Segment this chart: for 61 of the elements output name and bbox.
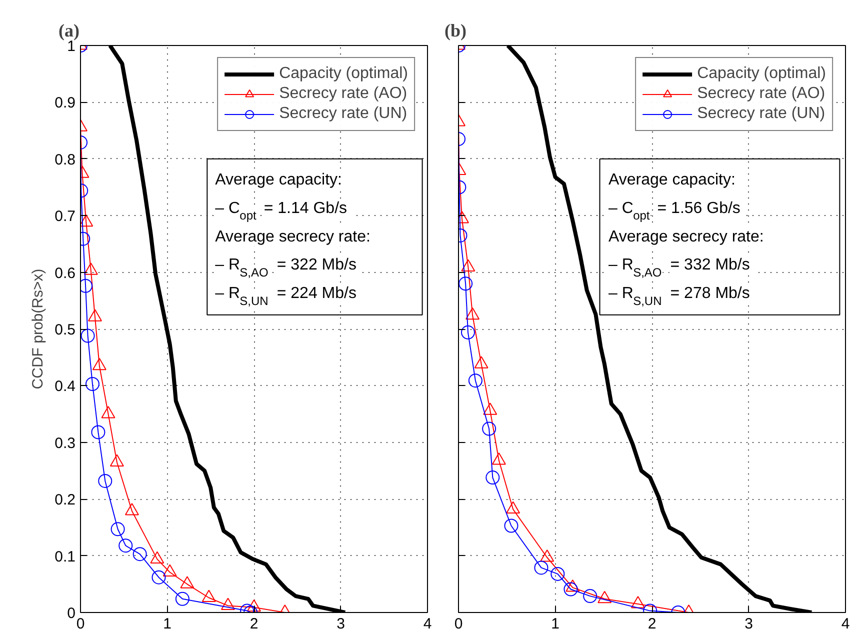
- legend-label: Capacity (optimal): [697, 64, 826, 84]
- legend-label: Secrecy rate (UN): [279, 104, 408, 124]
- y-tick-label: 0.2: [54, 492, 76, 509]
- y-tick-label: 0.8: [54, 151, 76, 168]
- y-tick-label: 0.1: [54, 548, 76, 566]
- legend-label: Capacity (optimal): [279, 64, 408, 84]
- annotation: Average capacity:: [608, 172, 736, 189]
- point: [468, 374, 482, 388]
- point: [80, 328, 95, 343]
- point: [110, 454, 124, 466]
- point: [598, 590, 612, 604]
- point: [474, 356, 488, 368]
- chart-title: (b): [444, 20, 467, 40]
- point: [162, 564, 177, 576]
- point: [460, 325, 475, 340]
- y-tick-label: 0.4: [54, 378, 76, 396]
- y-tick-label: 1: [67, 38, 76, 55]
- point: [91, 425, 106, 440]
- point: [482, 422, 496, 436]
- x-tick-label: 2: [250, 616, 258, 632]
- annotation: Average secrecy rate:: [215, 228, 370, 246]
- legend-label: Secrecy rate (UN): [697, 104, 826, 124]
- point: [180, 576, 194, 588]
- point: [92, 358, 106, 370]
- point: [458, 276, 473, 291]
- point: [202, 590, 216, 602]
- point: [101, 406, 116, 418]
- point: [98, 474, 112, 488]
- point: [466, 307, 480, 320]
- annotation: Average capacity:: [215, 172, 342, 189]
- point: [124, 503, 139, 516]
- annotation: Average secrecy rate:: [608, 228, 764, 246]
- y-axis-title: CCDF prob(Rs>x): [30, 268, 47, 390]
- x-tick-label: 3: [744, 616, 753, 632]
- point: [506, 501, 520, 514]
- x-tick-label: 4: [841, 616, 850, 632]
- point: [540, 549, 554, 562]
- x-tick-label: 2: [648, 616, 656, 632]
- chart-title: (a): [58, 20, 80, 40]
- y-tick-label: 0.6: [54, 264, 76, 282]
- legend-label: Secrecy rate (AO): [279, 84, 408, 104]
- y-tick-label: 0.3: [54, 434, 76, 452]
- point: [566, 580, 580, 592]
- point: [150, 551, 164, 564]
- point: [247, 599, 261, 612]
- x-tick-label: 3: [336, 616, 345, 632]
- point: [220, 598, 235, 610]
- point: [630, 596, 645, 608]
- y-tick-label: 0.5: [54, 322, 76, 338]
- x-tick-label: 0: [454, 616, 463, 632]
- point: [88, 309, 102, 322]
- legend-label: Secrecy rate (AO): [697, 84, 826, 104]
- point: [483, 402, 498, 415]
- point: [85, 377, 100, 391]
- y-tick-label: 0.9: [54, 94, 76, 112]
- point: [492, 452, 506, 465]
- x-tick-label: 1: [551, 616, 560, 632]
- y-tick-label: 0.7: [54, 208, 76, 226]
- x-tick-label: 1: [163, 616, 172, 632]
- x-tick-label: 4: [423, 616, 432, 632]
- point: [84, 262, 98, 275]
